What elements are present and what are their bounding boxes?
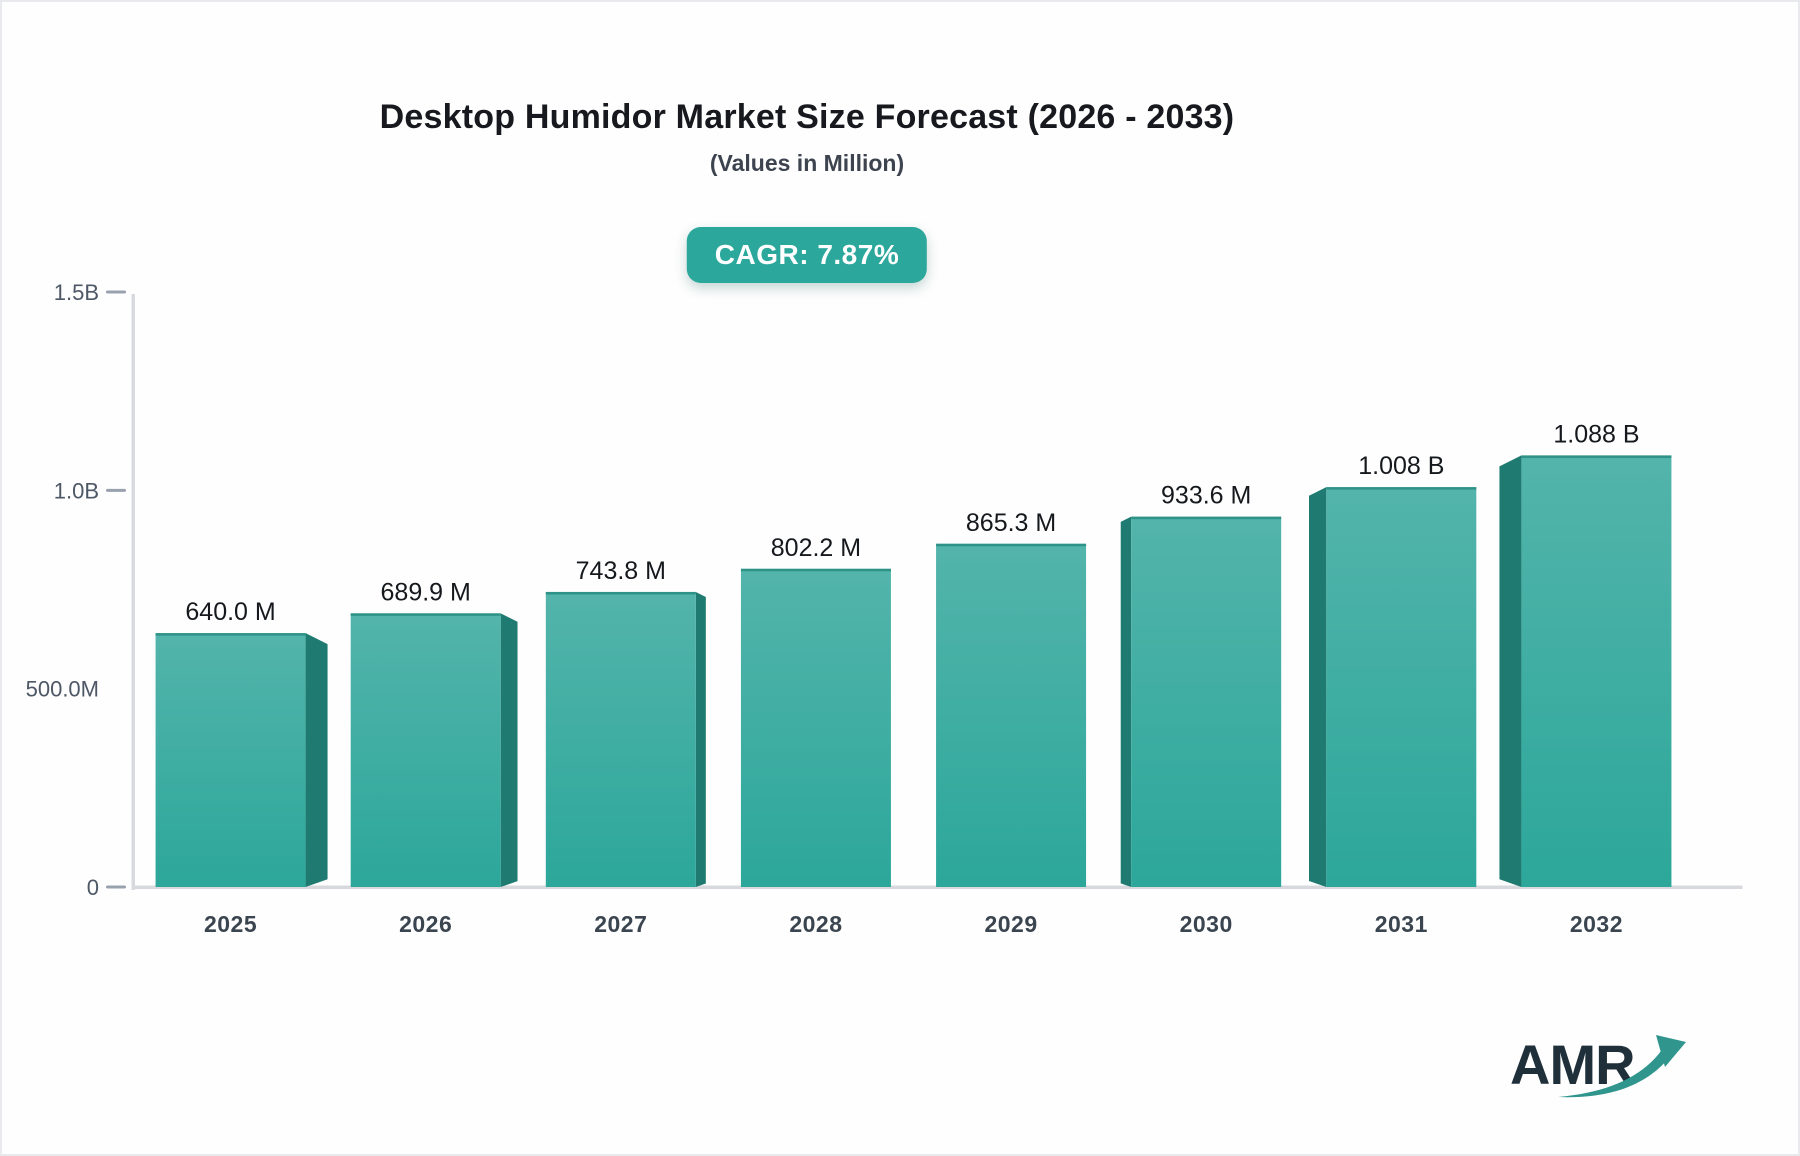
bar-2029 [936,543,1087,887]
bar-side-2026 [500,613,518,887]
bar-top-edge [155,633,306,636]
logo-arrowhead-icon [1656,1035,1686,1067]
bar-top-edge [936,543,1087,547]
y-tick-dash [106,488,126,492]
x-tick-label: 2026 [399,911,452,937]
bar-2026 [350,613,501,887]
bar-top-edge [350,613,501,616]
bar-2025 [155,633,306,887]
bar-side-2027 [695,591,706,887]
bar-value-label: 802.2 M [771,534,861,562]
bar-top-edge [740,568,891,572]
bar-side-2032 [1499,455,1522,887]
bar-top-edge [1131,516,1282,520]
bar-value-label: 743.8 M [576,557,666,585]
x-tick-label: 2025 [204,911,257,937]
bar-2031 [1326,487,1477,887]
bar-side-2031 [1309,487,1327,887]
y-tick-label: 500.0M [26,677,99,702]
bar-value-label: 1.008 B [1358,452,1444,480]
amr-logo: AMR [1510,1033,1686,1098]
bar-2028 [740,568,891,887]
chart-title: Desktop Humidor Market Size Forecast (20… [379,98,1235,136]
bar-top-edge [1326,487,1477,490]
cagr-badge: CAGR: 7.87% [686,227,928,283]
x-tick-label: 2032 [1570,911,1623,937]
x-tick-label: 2028 [789,911,842,937]
bar-2032 [1521,455,1672,887]
bar-top-edge [545,591,696,595]
bar-value-label: 640.0 M [185,598,275,626]
bar-2027 [545,591,696,887]
y-axis-line [131,294,135,890]
bar-value-label: 865.3 M [966,509,1056,537]
bar-top-edge [1521,455,1672,458]
bar-2030 [1131,516,1282,887]
x-tick-label: 2030 [1180,911,1233,937]
y-tick-dash [106,885,126,889]
x-tick-label: 2027 [594,911,647,937]
y-tick-label: 1.0B [54,478,99,503]
y-tick-label: 1.5B [54,280,99,305]
y-tick-label: 0 [87,875,99,900]
logo-arrow-icon [1558,1051,1669,1098]
x-tick-label: 2031 [1375,911,1428,937]
bar-value-label: 1.088 B [1553,420,1639,448]
x-tick-label: 2029 [984,911,1037,937]
bar-side-2030 [1120,516,1132,887]
plot-area: 0 500.0M 1.0B 1.5B 640.0 M 2025 689.9 M 2026 743… [26,280,1743,937]
bar-value-label: 933.6 M [1161,482,1251,510]
bar-value-label: 689.9 M [381,578,471,606]
chart-subtitle: (Values in Million) [709,150,905,176]
bar-side-2025 [305,633,328,887]
y-tick-dash [106,290,126,294]
x-axis-line [131,885,1743,889]
